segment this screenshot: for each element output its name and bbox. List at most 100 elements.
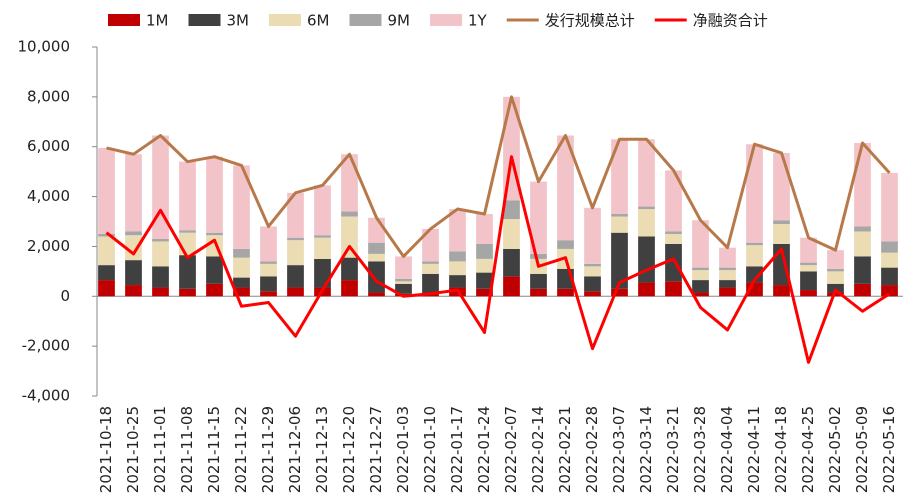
legend-swatch [349, 14, 382, 26]
x-tick-label: 2021-10-18 [97, 406, 115, 493]
bar-segment [611, 216, 628, 233]
bar-segment [476, 214, 493, 244]
x-tick-label: 2021-11-29 [259, 406, 277, 493]
bar-segment [530, 273, 547, 289]
line [105, 155, 891, 364]
bar-segment [395, 256, 412, 279]
x-tick-label: 2022-04-11 [745, 406, 763, 493]
bar-segment [584, 291, 601, 297]
bar-segment [287, 287, 304, 297]
bar-segment [800, 265, 817, 272]
bar-segment [152, 135, 169, 239]
bar-segment [503, 276, 520, 297]
bar-segment [665, 243, 682, 282]
y-tick-label: 2,000 [27, 237, 70, 255]
bar-segment [368, 253, 385, 262]
bar-segment [476, 243, 493, 259]
bar-segment [692, 292, 709, 297]
x-tick-label: 2021-12-20 [340, 406, 358, 493]
bar-segment [530, 253, 547, 259]
y-tick-label: 8,000 [27, 87, 70, 105]
bar-segment [179, 288, 196, 297]
bar-segment [719, 247, 736, 268]
x-tick-label: 2022-05-02 [826, 406, 844, 493]
bar-segment [881, 267, 898, 286]
bar-segment [449, 275, 466, 288]
bar-segment [719, 267, 736, 271]
bar-segment [98, 147, 115, 234]
bar-segment [422, 273, 439, 293]
bar-segment [287, 240, 304, 266]
bar-segment [179, 255, 196, 289]
bar-segment [476, 258, 493, 273]
bar-segment [449, 251, 466, 262]
x-tick-label: 2021-11-01 [151, 406, 169, 493]
bar-segment [503, 219, 520, 249]
bar-segment [125, 231, 142, 236]
bar-segment [800, 237, 817, 263]
bar-segment [584, 266, 601, 277]
bar-segment [125, 235, 142, 261]
bar-segment [854, 142, 871, 227]
bar-segment [233, 248, 250, 258]
bar-segment [584, 263, 601, 267]
x-tick-label: 2022-02-07 [502, 406, 520, 493]
x-tick-label: 2022-03-14 [637, 406, 655, 493]
x-tick-label: 2021-11-22 [232, 406, 250, 493]
bar-segment [152, 266, 169, 288]
x-tick-label: 2022-02-28 [583, 406, 601, 493]
bar-segment [557, 288, 574, 297]
bar-segment [368, 261, 385, 293]
bar-segment [854, 231, 871, 257]
bar-segment [638, 206, 655, 210]
bar-segment [665, 170, 682, 232]
legend-swatch [188, 14, 221, 26]
y-tick-label: 4,000 [27, 187, 70, 205]
x-tick-label: 2022-03-21 [664, 406, 682, 493]
bar-segment [800, 262, 817, 266]
bar-segment [854, 283, 871, 297]
x-tick-label: 2022-01-03 [394, 406, 412, 493]
bar-segment [476, 272, 493, 289]
bar-segment [260, 291, 277, 297]
bar-segment [341, 154, 358, 212]
bar-segment [287, 265, 304, 288]
bar-segment [206, 283, 223, 297]
bar-segment [341, 216, 358, 258]
bar-segment [719, 270, 736, 281]
legend-label: 3M [227, 12, 250, 30]
legend-label: 9M [388, 12, 411, 30]
bar-segment [125, 154, 142, 232]
bar-segment [665, 231, 682, 234]
bar-segment [260, 226, 277, 262]
bar-segment [260, 263, 277, 277]
bar-segment [584, 276, 601, 292]
bar-segment [800, 271, 817, 291]
bar-segment [206, 232, 223, 236]
x-tick-label: 2022-01-17 [448, 406, 466, 493]
bar-segment [314, 237, 331, 259]
bar-segment [800, 290, 817, 297]
x-tick-label: 2021-11-08 [178, 406, 196, 493]
bar-segment [827, 268, 844, 272]
bar-segment [98, 236, 115, 266]
line [106, 95, 891, 258]
bar-segment [233, 257, 250, 278]
bar-segment [746, 144, 763, 243]
bar-segment [368, 242, 385, 254]
bar-segment [314, 235, 331, 238]
y-tick-label: -2,000 [22, 337, 70, 355]
bar-segment [395, 278, 412, 282]
legend-swatch [430, 14, 462, 26]
bar-segment [530, 288, 547, 297]
bar-segment [692, 280, 709, 293]
bar-segment [152, 238, 169, 242]
bar-segment [368, 217, 385, 243]
bar-segment [881, 172, 898, 242]
bar-segment [206, 256, 223, 284]
legend-label: 净融资合计 [693, 12, 768, 30]
x-tick-label: 2022-04-04 [718, 406, 736, 493]
x-tick-label: 2022-04-25 [799, 406, 817, 493]
